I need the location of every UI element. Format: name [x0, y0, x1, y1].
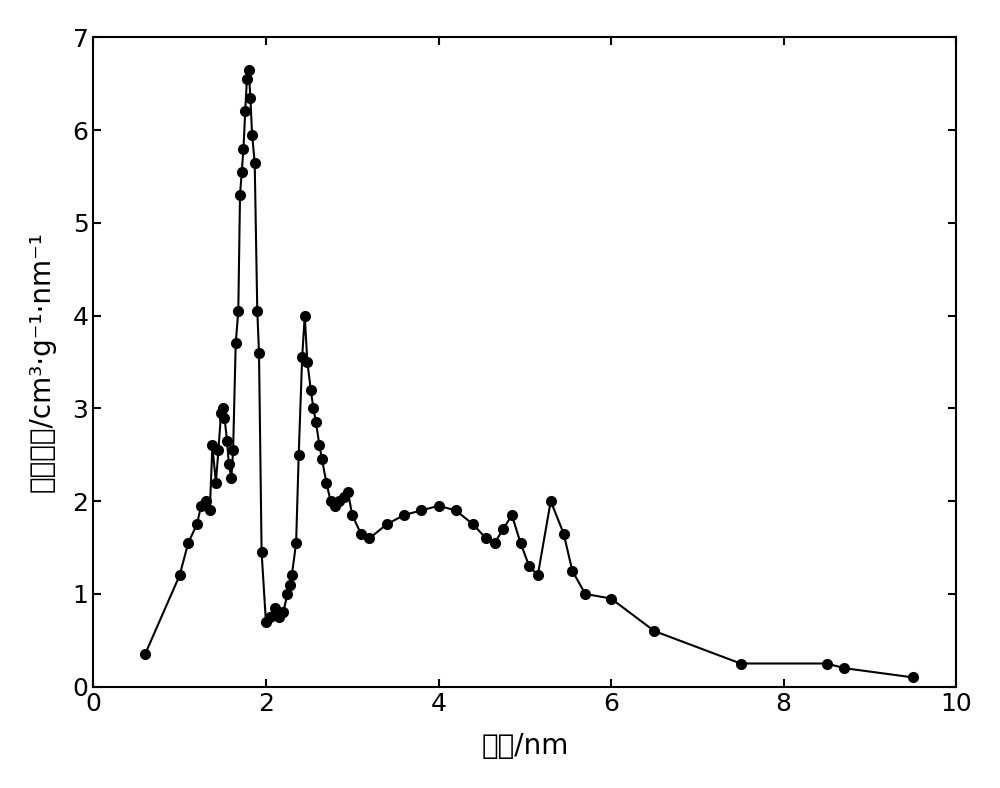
- Y-axis label: 体积比率/cm³·g⁻¹·nm⁻¹: 体积比率/cm³·g⁻¹·nm⁻¹: [28, 232, 56, 492]
- X-axis label: 孔径/nm: 孔径/nm: [481, 732, 569, 760]
